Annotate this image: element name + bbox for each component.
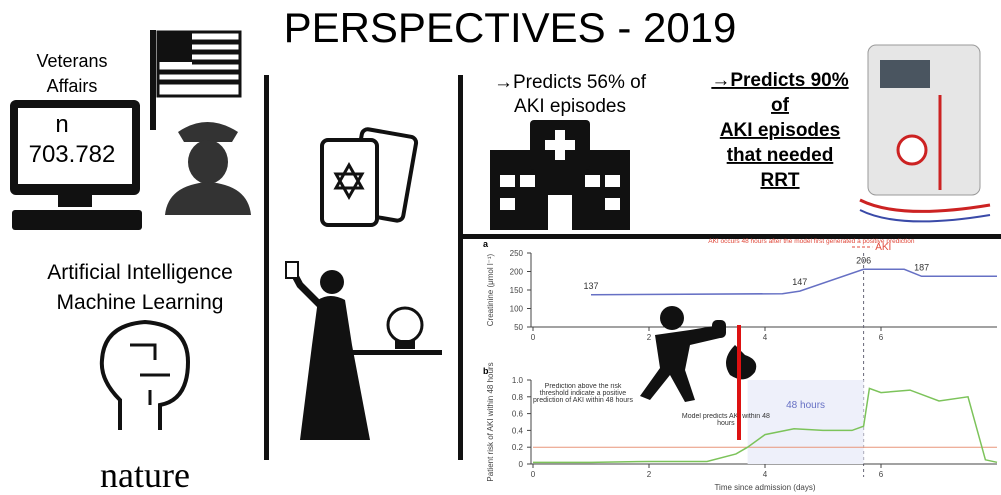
x-axis-label: Time since admission (days) — [714, 483, 815, 492]
y-tick-label: 100 — [510, 305, 524, 314]
annotation: Prediction above the risk threshold indi… — [533, 383, 633, 404]
y-tick-label: 250 — [510, 249, 524, 258]
officer-icon — [165, 122, 251, 215]
n-label: n — [55, 111, 68, 138]
x-tick-label: 6 — [879, 470, 884, 479]
stat-line: →Predicts 56% of — [494, 72, 647, 93]
annotation: Model predicts AKI within 48 hours — [681, 413, 771, 427]
y-tick-label: 0.4 — [512, 426, 524, 435]
legend-label: AKI — [875, 242, 891, 253]
y-tick-label: 0.2 — [512, 443, 524, 452]
head-icon — [102, 322, 188, 430]
stat-line: of — [771, 95, 790, 116]
stat-line: RRT — [760, 170, 799, 191]
ai-line: Artificial Intelligence — [47, 261, 233, 284]
kidney-icon — [726, 342, 756, 380]
y-axis-label: Creatinine (μmol l⁻¹) — [486, 253, 495, 326]
y-tick-label: 0.8 — [512, 393, 524, 402]
x-tick-label: 2 — [647, 333, 652, 342]
n-value: 703.782 — [29, 141, 116, 168]
y-tick-label: 0 — [519, 460, 524, 469]
ai-line: Machine Learning — [57, 291, 224, 314]
y-tick-label: 0.6 — [512, 410, 524, 419]
y-tick-label: 50 — [514, 323, 523, 332]
panel-label: a — [483, 239, 489, 249]
window-label: 48 hours — [786, 400, 825, 411]
annotation-box: Model predicts AKI within 48 hours — [681, 413, 771, 453]
y-tick-label: 1.0 — [512, 376, 524, 385]
value-label: 137 — [583, 281, 598, 291]
flag-icon — [150, 30, 240, 130]
annotation-box: Prediction above the risk threshold indi… — [533, 383, 633, 423]
x-tick-label: 2 — [647, 470, 652, 479]
hospital-icon — [490, 120, 630, 230]
x-tick-label: 6 — [879, 333, 884, 342]
stat-line: →Predicts 90% — [711, 70, 848, 91]
org: Veterans — [36, 51, 107, 71]
value-label: 147 — [792, 277, 807, 287]
cards-icon — [322, 128, 417, 225]
x-tick-label: 0 — [531, 333, 536, 342]
source: nature — [100, 455, 190, 495]
boxer-icon — [640, 306, 726, 402]
org: Affairs — [47, 76, 98, 96]
y-tick-label: 150 — [510, 286, 524, 295]
value-label: 187 — [914, 262, 929, 272]
x-tick-label: 0 — [531, 470, 536, 479]
value-label: 206 — [856, 255, 871, 265]
fortune-teller-icon — [286, 262, 442, 440]
dialysis-machine-icon — [860, 45, 990, 221]
y-axis-label: Patient risk of AKI within 48 hours — [486, 362, 495, 481]
slide: PERSPECTIVES - 2019 Veterans Affairs n 7… — [0, 0, 1001, 495]
x-tick-label: 4 — [763, 333, 768, 342]
title: PERSPECTIVES - 2019 — [284, 4, 737, 51]
x-tick-label: 4 — [763, 470, 768, 479]
prediction-line — [737, 325, 741, 440]
stat-line: that needed — [727, 145, 834, 166]
stat-line: AKI episodes — [720, 120, 840, 141]
stat-line: AKI episodes — [514, 96, 626, 117]
y-tick-label: 200 — [510, 268, 524, 277]
